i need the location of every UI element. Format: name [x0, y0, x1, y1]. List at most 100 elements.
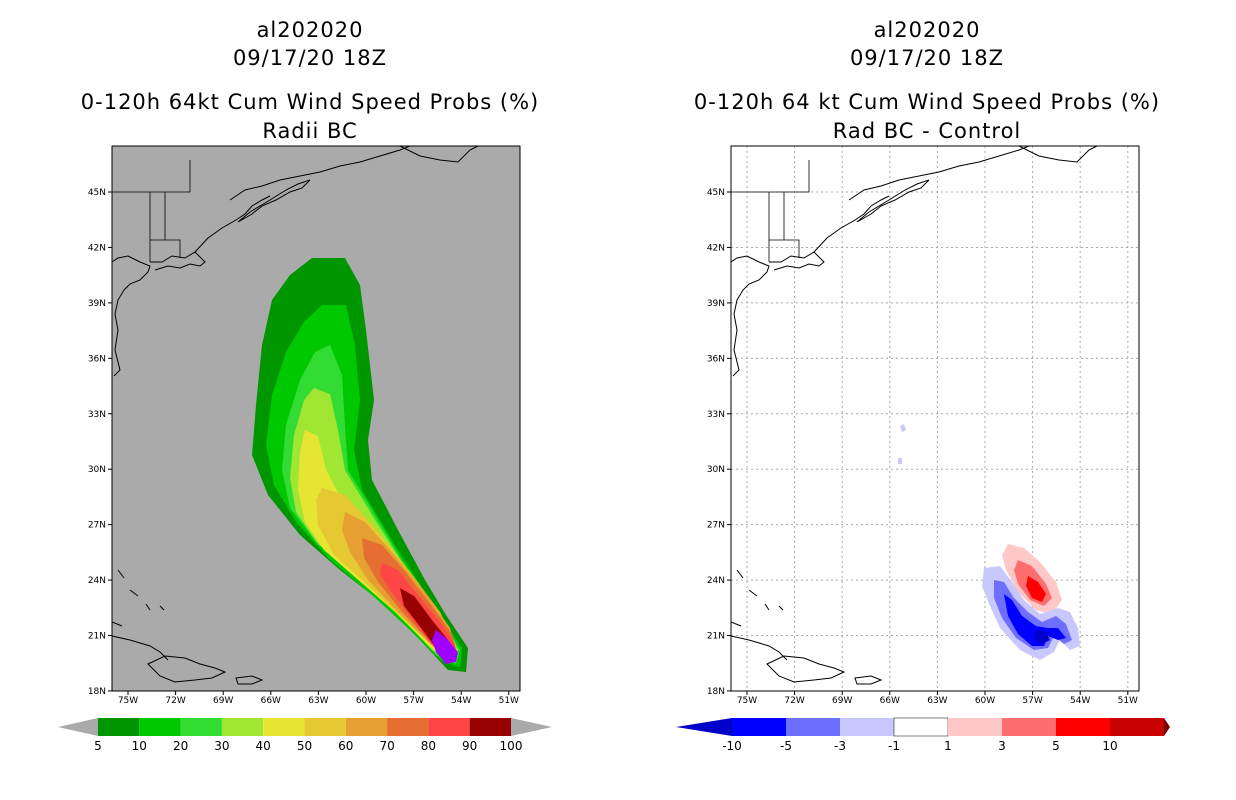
- left-colorbar-label: 100: [500, 739, 523, 753]
- left-lat-label: 27N: [88, 521, 106, 531]
- left-colorbar-label: 50: [297, 739, 312, 753]
- left-lon-label: 75W: [118, 696, 138, 706]
- left-colorbar-label: 5: [94, 739, 102, 753]
- left-probability-field: [252, 258, 468, 672]
- right-lat-label: 39N: [707, 299, 725, 309]
- left-colorbar-label: 70: [379, 739, 394, 753]
- left-title-product: 0-120h 64kt Cum Wind Speed Probs (%): [80, 90, 540, 114]
- right-colorbar-label: 5: [1052, 739, 1060, 753]
- left-colorbar-swatch: [304, 718, 346, 736]
- left-colorbar-label: 40: [256, 739, 271, 753]
- right-title-product: 0-120h 64 kt Cum Wind Speed Probs (%): [693, 90, 1161, 114]
- right-title-date: 09/17/20 18Z: [849, 46, 1005, 70]
- right-coastlines: [731, 146, 1098, 685]
- coastline-gulf-st-lawrence: [229, 146, 411, 201]
- right-colorbar-label: 3: [998, 739, 1006, 753]
- left-lat-label: 36N: [88, 354, 106, 364]
- right-colorbar-extend-high: [1164, 718, 1170, 736]
- coastline-newfoundland: [399, 146, 479, 163]
- left-lat-axis: 45N 42N 39N 36N 33N 30N 27N 24N 21N 18N: [88, 188, 112, 697]
- left-lat-label: 42N: [88, 243, 106, 253]
- right-title-storm: al202020: [873, 18, 981, 42]
- right-map: 45N 42N 39N 36N 33N 30N 27N 24N 21N 18N 75W 72W 69W…: [707, 145, 1140, 706]
- left-colorbar: 5 10 20 30 40 50 60 70 80 90 100: [58, 718, 552, 753]
- left-lon-label: 72W: [165, 696, 185, 706]
- right-colorbar-swatch: [1110, 718, 1164, 736]
- coastline-cuba: [731, 635, 788, 661]
- right-colorbar-label: 1: [944, 739, 952, 753]
- right-colorbar-swatch: [1002, 718, 1056, 736]
- coastline-maine: [813, 195, 890, 253]
- right-colorbar-swatch: [948, 718, 1002, 736]
- coastline-puerto-rico: [854, 675, 883, 685]
- right-colorbar-label: -3: [834, 739, 846, 753]
- coastline-hispaniola: [766, 655, 846, 683]
- left-colorbar-label: 60: [338, 739, 353, 753]
- right-colorbar-label: -5: [780, 739, 792, 753]
- left-title-date: 09/17/20 18Z: [232, 46, 388, 70]
- right-colorbar-extend-low: [676, 718, 732, 736]
- right-map-frame: [730, 145, 1140, 692]
- left-lat-label: 30N: [88, 465, 106, 475]
- right-lon-label: 51W: [1118, 696, 1138, 706]
- diff-contour-neg-10: [1034, 630, 1050, 644]
- left-map-frame: [111, 145, 521, 692]
- right-map-background: [731, 146, 1139, 691]
- right-title-sub: Rad BC - Control: [832, 119, 1022, 143]
- right-lat-label: 24N: [707, 576, 725, 586]
- coastline-bahamas: [731, 569, 784, 627]
- right-colorbar: -10 -5 -3 -1 1 3 5 10: [676, 717, 1170, 753]
- left-colorbar-label: 20: [173, 739, 188, 753]
- right-colorbar-label: -1: [888, 739, 900, 753]
- left-coastlines: [112, 146, 479, 685]
- right-lon-label: 60W: [975, 696, 995, 706]
- right-colorbar-label: 10: [1102, 739, 1117, 753]
- right-lon-label: 66W: [880, 696, 900, 706]
- left-lat-label: 24N: [88, 576, 106, 586]
- coastline-new-england: [769, 251, 825, 271]
- left-colorbar-extend-high: [511, 718, 552, 736]
- right-lon-label: 54W: [1070, 696, 1090, 706]
- left-colorbar-swatch: [428, 718, 470, 736]
- left-map: 45N 42N 39N 36N 33N 30N 27N 24N 21N 18N 75W 72W 69W…: [88, 145, 521, 706]
- left-lon-label: 57W: [403, 696, 423, 706]
- coastline-hispaniola: [147, 655, 227, 683]
- left-lon-label: 63W: [308, 696, 328, 706]
- right-colorbar-swatch: [1056, 718, 1110, 736]
- left-colorbar-swatch: [98, 718, 140, 736]
- coastline-us-east: [731, 255, 770, 377]
- coastline-gulf-st-lawrence: [848, 146, 1030, 201]
- left-lon-label: 51W: [499, 696, 519, 706]
- left-lon-label: 69W: [213, 696, 233, 706]
- diff-speck-1: [898, 424, 906, 464]
- coastline-nova-scotia: [856, 179, 930, 223]
- right-lat-label: 33N: [707, 410, 725, 420]
- left-lon-label: 54W: [451, 696, 471, 706]
- left-lon-axis: 75W 72W 69W 66W 63W 60W 57W 54W 51W: [118, 691, 519, 706]
- state-boundaries: [112, 160, 191, 262]
- right-lon-label: 69W: [832, 696, 852, 706]
- left-colorbar-label: 80: [421, 739, 436, 753]
- right-lon-label: 72W: [784, 696, 804, 706]
- left-title-sub: Radii BC: [262, 119, 358, 143]
- prob-contour-100: [432, 630, 458, 664]
- left-title-storm: al202020: [256, 18, 364, 42]
- left-colorbar-swatch: [345, 718, 388, 736]
- left-colorbar-swatch: [180, 718, 222, 736]
- right-lat-label: 27N: [707, 521, 725, 531]
- left-colorbar-swatch: [469, 718, 511, 736]
- left-colorbar-swatch: [139, 718, 181, 736]
- right-lat-label: 21N: [707, 632, 725, 642]
- right-lon-label: 63W: [927, 696, 947, 706]
- right-colorbar-swatch: [732, 718, 786, 736]
- coastline-us-east: [112, 255, 151, 377]
- right-lon-label: 75W: [737, 696, 757, 706]
- diff-contour-pos-5: [1026, 576, 1046, 602]
- coastline-maine: [194, 195, 271, 253]
- right-lon-axis: 75W 72W 69W 66W 63W 60W 57W 54W 51W: [737, 691, 1138, 706]
- coastline-nova-scotia: [237, 179, 311, 223]
- left-colorbar-swatch: [387, 718, 429, 736]
- right-lat-axis: 45N 42N 39N 36N 33N 30N 27N 24N 21N 18N: [707, 188, 731, 697]
- coastline-cuba: [112, 635, 169, 661]
- right-colorbar-swatch: [786, 718, 840, 736]
